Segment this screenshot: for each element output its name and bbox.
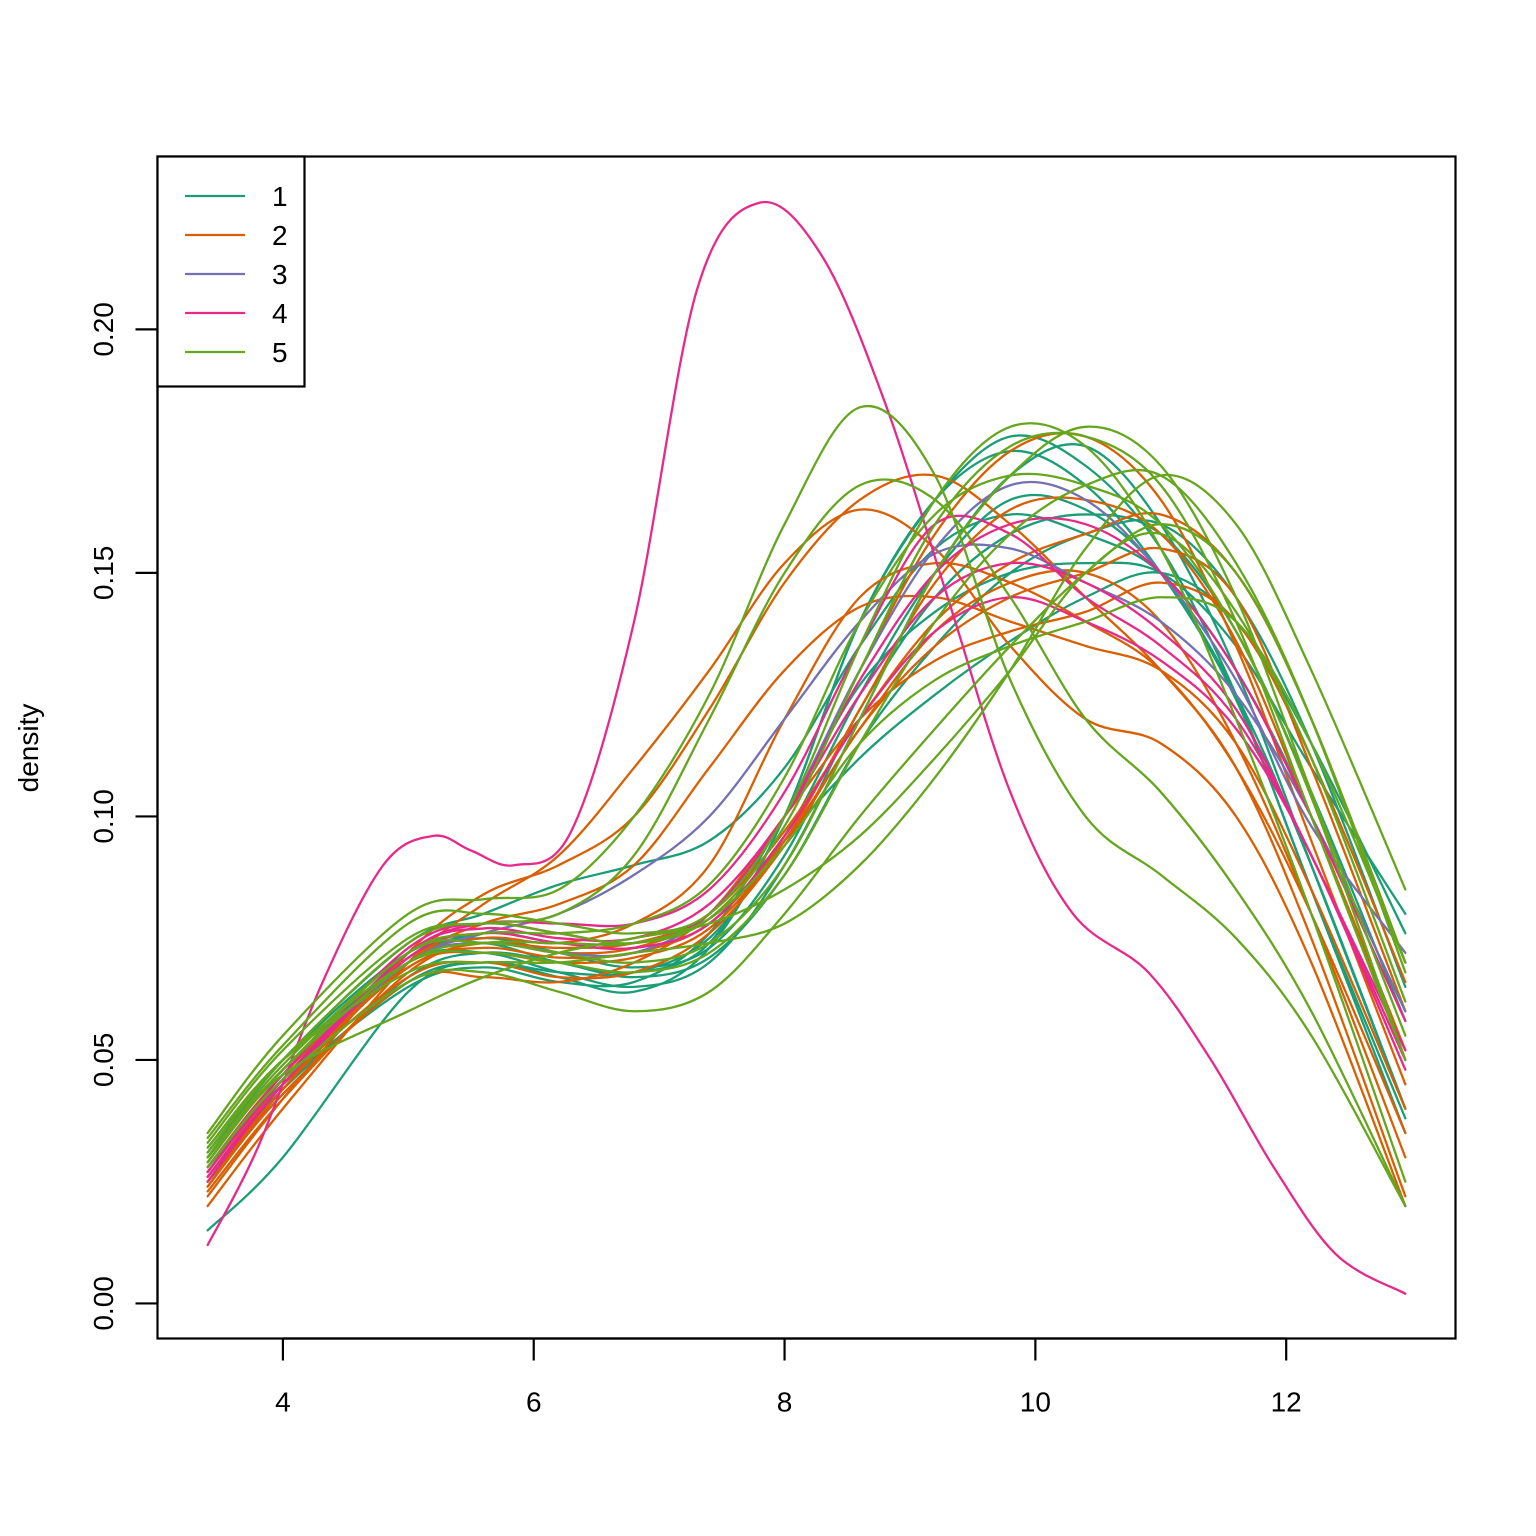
density-curve-group-5-37 [206,596,1407,1159]
x-tick-label: 4 [275,1387,291,1418]
density-curve-group-5-27 [206,404,1407,1208]
y-tick-label: 0.05 [88,1033,119,1088]
y-tick-label: 0.00 [88,1276,119,1331]
density-curve-group-5-34 [206,422,1407,1183]
density-curve-group-5-32 [206,531,1407,1164]
legend-label-2: 2 [272,220,288,251]
legend-box [156,155,306,388]
density-curve-group-5-29 [206,523,1407,1169]
y-tick-label: 0.15 [88,546,119,601]
x-tick-label: 12 [1271,1387,1302,1418]
y-axis: 0.00 0.05 0.10 0.15 0.20 [88,302,159,1331]
density-curve-group-4-24 [206,561,1407,1183]
density-curve-group-5-35 [206,472,1407,1159]
density-curve-group-5-31 [206,473,1407,1149]
density-curve-group-2-19 [206,496,1407,1178]
x-tick-label: 8 [777,1387,793,1418]
x-tick-label: 6 [526,1387,542,1418]
density-curves [206,200,1407,1295]
legend: 1 2 3 4 5 [156,155,306,388]
y-tick-label: 0.10 [88,789,119,844]
legend-label-4: 4 [272,298,288,329]
y-tick-label: 0.20 [88,302,119,357]
y-axis-label: density [13,704,44,793]
x-tick-label: 10 [1020,1387,1051,1418]
density-curve-group-4-25 [206,517,1407,1169]
x-axis: 4 6 8 10 12 [275,1337,1302,1418]
density-curve-group-5-30 [206,425,1407,1159]
legend-label-1: 1 [272,181,288,212]
legend-label-5: 5 [272,337,288,368]
legend-label-3: 3 [272,259,288,290]
density-curve-group-5-33 [206,431,1407,1154]
density-curve-group-4-22 [206,200,1407,1295]
